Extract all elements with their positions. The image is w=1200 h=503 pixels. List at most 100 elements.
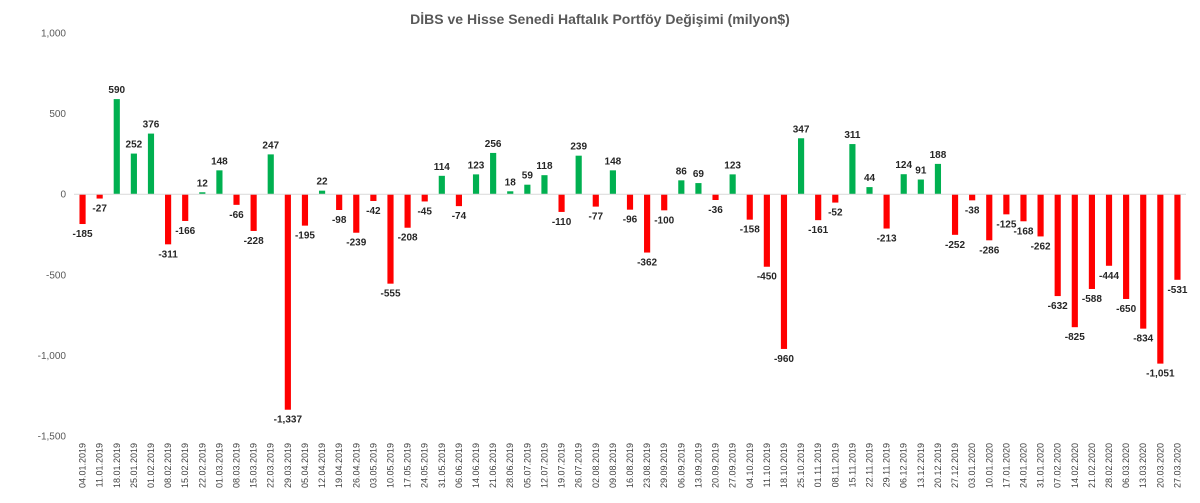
bar <box>917 179 924 195</box>
data-label: 91 <box>915 166 927 177</box>
bar <box>541 175 548 195</box>
bar <box>780 194 788 349</box>
bar <box>1071 194 1078 328</box>
x-tick-label: 05.04.2019 <box>300 443 310 488</box>
x-tick-label: 04.10.2019 <box>745 443 755 488</box>
bar <box>712 194 719 201</box>
bar <box>1174 194 1181 280</box>
data-label: 148 <box>211 156 228 167</box>
bar <box>507 191 514 195</box>
x-tick-label: 16.08.2019 <box>625 443 635 488</box>
x-tick-label: 27.03.2020 <box>1172 443 1182 488</box>
x-tick-label: 06.09.2019 <box>676 443 686 488</box>
x-tick-label: 01.02.2019 <box>146 443 156 488</box>
bar <box>986 194 993 241</box>
x-tick-label: 13.09.2019 <box>693 443 703 488</box>
data-label: -100 <box>654 215 674 226</box>
data-label: -650 <box>1116 304 1136 315</box>
x-tick-label: 21.02.2020 <box>1087 443 1097 488</box>
x-tick-label: 02.08.2019 <box>591 443 601 488</box>
bar <box>866 187 873 195</box>
x-tick-label: 27.12.2019 <box>950 443 960 488</box>
data-label: -228 <box>244 236 264 247</box>
data-label: -960 <box>774 354 794 365</box>
x-tick-label: 01.03.2019 <box>214 443 224 488</box>
x-tick-label: 25.10.2019 <box>796 443 806 488</box>
y-tick-label: -1,000 <box>38 351 67 362</box>
x-tick-label: 11.10.2019 <box>762 443 772 487</box>
bar <box>455 194 463 207</box>
x-tick-label: 29.03.2019 <box>283 443 293 488</box>
data-label: -96 <box>623 215 638 226</box>
data-label: 252 <box>126 140 143 151</box>
x-tick-label: 27.09.2019 <box>728 443 738 488</box>
data-label: 44 <box>864 173 876 184</box>
y-axis: 1,000 500 0 -500 -1,000 -1,500 <box>38 29 67 443</box>
x-tick-label: 12.04.2019 <box>317 443 327 488</box>
x-tick-label: 06.12.2019 <box>899 443 909 488</box>
data-label: -66 <box>229 210 244 221</box>
x-tick-label: 13.03.2020 <box>1138 443 1148 488</box>
data-label: -45 <box>417 206 432 217</box>
bar <box>849 144 856 195</box>
data-label: 86 <box>676 166 688 177</box>
x-tick-label: 14.02.2020 <box>1070 443 1080 488</box>
x-tick-label: 06.03.2020 <box>1121 443 1131 488</box>
data-label: -36 <box>708 205 723 216</box>
bar <box>575 155 582 195</box>
bar <box>558 194 565 212</box>
x-tick-label: 13.12.2019 <box>916 443 926 488</box>
x-tick-label: 22.03.2019 <box>266 443 276 488</box>
bar <box>883 194 890 229</box>
data-label: 59 <box>522 171 534 182</box>
y-tick-label: 500 <box>49 109 66 120</box>
bar <box>130 153 137 195</box>
data-label: -125 <box>996 219 1016 230</box>
bar <box>969 194 976 201</box>
data-label: 347 <box>793 124 810 135</box>
bar <box>900 174 907 195</box>
data-label: -444 <box>1099 271 1119 282</box>
data-label: -110 <box>552 217 572 228</box>
bar <box>763 194 770 267</box>
x-tick-label: 29.09.2019 <box>659 443 669 488</box>
bar <box>797 138 805 195</box>
bar <box>626 194 634 210</box>
x-tick-label: 03.01.2020 <box>967 443 977 488</box>
bar <box>1020 194 1027 222</box>
x-tick-label: 24.01.2020 <box>1018 443 1028 488</box>
x-tick-label: 26.07.2019 <box>574 443 584 488</box>
x-tick-label: 31.01.2020 <box>1036 443 1046 488</box>
bar <box>644 194 651 253</box>
x-tick-label: 08.03.2019 <box>232 443 242 488</box>
x-tick-label: 17.01.2020 <box>1001 443 1011 488</box>
bar <box>370 194 377 201</box>
bar <box>661 194 668 211</box>
x-tick-label: 01.11.2019 <box>813 443 823 487</box>
x-tick-label: 08.11.2019 <box>830 443 840 487</box>
x-tick-label: 09.08.2019 <box>608 443 618 488</box>
bar <box>438 175 445 195</box>
x-tick-label: 20.12.2019 <box>933 443 943 488</box>
data-label: 124 <box>895 160 912 171</box>
bar <box>421 194 428 202</box>
bar <box>1037 194 1044 237</box>
x-tick-label: 12.07.2019 <box>539 443 549 488</box>
x-tick-label: 08.02.2019 <box>163 443 173 488</box>
data-label: -27 <box>92 204 107 215</box>
x-tick-label: 04.01.2019 <box>78 443 88 488</box>
x-tick-label: 25.01.2019 <box>129 443 139 488</box>
bar <box>284 194 291 410</box>
data-label: -208 <box>398 233 418 244</box>
x-tick-label: 22.11.2019 <box>865 443 875 487</box>
bar <box>1105 194 1113 266</box>
x-tick-label: 18.01.2019 <box>112 443 122 488</box>
bar <box>1140 194 1147 329</box>
bar <box>609 170 616 195</box>
data-label: -450 <box>757 272 777 283</box>
data-label: -1,337 <box>274 415 303 426</box>
data-label: 22 <box>316 177 328 188</box>
data-label: 69 <box>693 169 705 180</box>
